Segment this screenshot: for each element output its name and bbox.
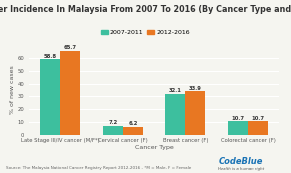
- Legend: 2007-2011, 2012-2016: 2007-2011, 2012-2016: [99, 27, 192, 38]
- Bar: [123, 127, 143, 135]
- Bar: [166, 94, 185, 135]
- Text: Cancer Incidence In Malaysia From 2007 To 2016 (By Cancer Type and Sex): Cancer Incidence In Malaysia From 2007 T…: [0, 5, 291, 14]
- Text: 10.7: 10.7: [231, 116, 244, 121]
- Y-axis label: % of new cases: % of new cases: [10, 66, 15, 114]
- Text: 33.9: 33.9: [189, 86, 202, 91]
- Text: Health is a human right: Health is a human right: [218, 167, 265, 171]
- Text: 58.8: 58.8: [44, 54, 57, 59]
- Bar: [228, 121, 248, 135]
- Text: 65.7: 65.7: [64, 45, 77, 50]
- Text: CodeBlue: CodeBlue: [218, 157, 262, 166]
- Bar: [185, 91, 205, 135]
- Text: 7.2: 7.2: [108, 120, 118, 125]
- Text: Source: The Malaysia National Cancer Registry Report 2012-2016 - *M = Male, F = : Source: The Malaysia National Cancer Reg…: [6, 166, 191, 170]
- Text: 32.1: 32.1: [169, 88, 182, 93]
- Text: 6.2: 6.2: [128, 121, 138, 126]
- Text: 10.7: 10.7: [251, 116, 265, 121]
- Bar: [248, 121, 268, 135]
- X-axis label: Cancer Type: Cancer Type: [135, 145, 174, 151]
- Bar: [61, 51, 81, 135]
- Bar: [103, 126, 123, 135]
- Bar: [40, 59, 61, 135]
